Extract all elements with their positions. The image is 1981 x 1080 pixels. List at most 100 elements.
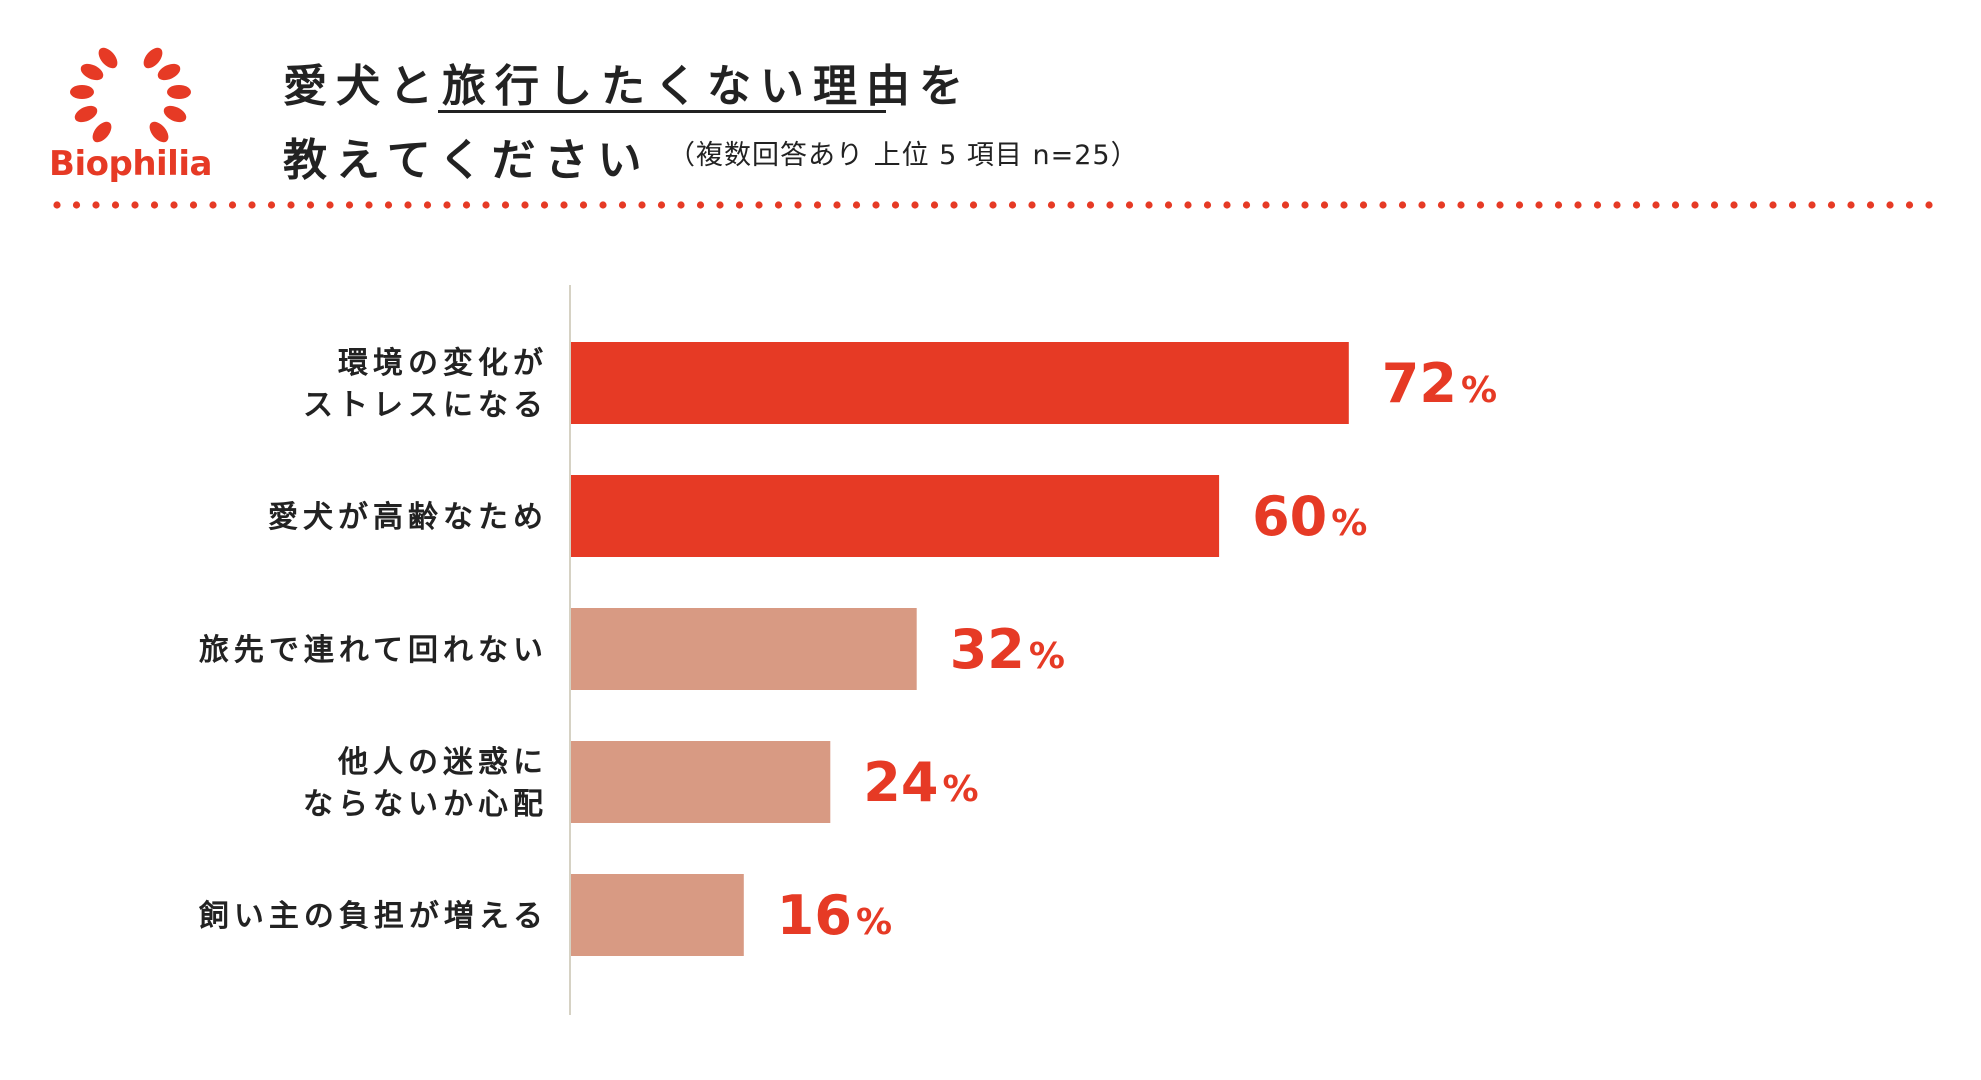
divider-dot	[1028, 201, 1036, 209]
divider-dot	[189, 201, 198, 209]
divider-dot	[1223, 201, 1231, 209]
bar	[571, 342, 1349, 424]
divider-dot	[1730, 201, 1738, 209]
divider-dot	[53, 201, 61, 209]
divider-dot	[248, 201, 256, 209]
divider-dot	[1067, 201, 1075, 209]
divider-dot	[1691, 201, 1699, 209]
divider-dot	[1847, 201, 1855, 209]
divider-dot	[1125, 201, 1134, 209]
page-subtitle: （複数回答あり 上位 5 項目 n=25）	[668, 140, 1139, 171]
data-label: 60%	[1252, 485, 1367, 548]
brand-name: Biophilia	[49, 144, 212, 184]
category-label: 旅先で連れて回れない	[199, 633, 548, 668]
divider-dot	[72, 201, 81, 209]
bar	[571, 475, 1220, 557]
divider-dot	[306, 201, 315, 209]
divider-dot	[618, 201, 627, 209]
bar	[571, 741, 831, 823]
divider-dot	[1652, 201, 1660, 209]
divider-dot	[1574, 201, 1582, 209]
divider-dot	[1749, 201, 1758, 209]
divider-dot	[1769, 201, 1777, 209]
divider-dot	[423, 201, 432, 209]
divider-dot	[579, 201, 588, 209]
divider-dot	[1554, 201, 1563, 209]
divider-dot	[1398, 201, 1407, 209]
divider-dot	[599, 201, 607, 209]
divider-dot	[1262, 201, 1270, 209]
divider-dot	[852, 201, 861, 209]
divider-dot	[1008, 201, 1017, 209]
divider-dot	[228, 201, 237, 209]
category-label: 環境の変化が	[338, 346, 548, 381]
data-label: 72%	[1382, 352, 1497, 415]
dotted-divider	[53, 201, 1933, 209]
divider-dot	[1340, 201, 1348, 209]
bar	[571, 608, 917, 690]
divider-dot	[677, 201, 685, 209]
divider-dot	[111, 201, 120, 209]
divider-dot	[1320, 201, 1329, 209]
bar	[571, 874, 744, 956]
divider-dot	[1632, 201, 1641, 209]
divider-dot	[404, 201, 412, 209]
divider-dot	[1925, 201, 1933, 209]
divider-dot	[833, 201, 841, 209]
divider-dot	[1886, 201, 1894, 209]
divider-dot	[735, 201, 744, 209]
divider-dot	[1671, 201, 1680, 209]
divider-dot	[521, 201, 529, 209]
data-label: 16%	[777, 884, 892, 947]
page-title-line-2: 教えてください	[283, 135, 651, 186]
divider-dot	[911, 201, 919, 209]
category-label: ストレスになる	[303, 388, 548, 423]
divider-dot	[1808, 201, 1816, 209]
divider-dot	[1242, 201, 1251, 209]
category-label: ならないか心配	[303, 787, 548, 822]
divider-dot	[1106, 201, 1114, 209]
divider-dot	[1379, 201, 1387, 209]
divider-dot	[872, 201, 880, 209]
divider-dot	[501, 201, 510, 209]
divider-dot	[716, 201, 724, 209]
divider-dot	[1281, 201, 1290, 209]
category-label: 他人の迷惑に	[337, 745, 548, 780]
divider-dot	[540, 201, 549, 209]
divider-dot	[1613, 201, 1621, 209]
divider-dot	[1047, 201, 1056, 209]
divider-dot	[287, 201, 295, 209]
category-label: 愛犬が高齢なため	[268, 500, 548, 535]
divider-dot	[1593, 201, 1602, 209]
divider-dot	[326, 201, 334, 209]
divider-dot	[989, 201, 997, 209]
divider-dot	[560, 201, 568, 209]
data-label: 32%	[950, 618, 1065, 681]
divider-dot	[131, 201, 139, 209]
divider-dot	[1866, 201, 1875, 209]
divider-dot	[482, 201, 490, 209]
divider-dot	[1496, 201, 1504, 209]
divider-dot	[92, 201, 100, 209]
divider-dot	[1145, 201, 1153, 209]
divider-dot	[1184, 201, 1192, 209]
divider-dot	[1418, 201, 1426, 209]
divider-dot	[794, 201, 802, 209]
divider-dot	[1301, 201, 1309, 209]
divider-dot	[1457, 201, 1465, 209]
divider-dot	[1359, 201, 1368, 209]
divider-dot	[1164, 201, 1173, 209]
brand-logo: Biophilia	[48, 44, 213, 194]
divider-dot	[891, 201, 900, 209]
divider-dot	[1203, 201, 1212, 209]
divider-dot	[170, 201, 178, 209]
divider-dot	[950, 201, 958, 209]
divider-dot	[462, 201, 471, 209]
divider-dot	[657, 201, 666, 209]
divider-dot	[1788, 201, 1797, 209]
divider-dot	[774, 201, 783, 209]
data-label: 24%	[863, 751, 978, 814]
divider-dot	[267, 201, 276, 209]
divider-dot	[638, 201, 646, 209]
divider-dot	[930, 201, 939, 209]
